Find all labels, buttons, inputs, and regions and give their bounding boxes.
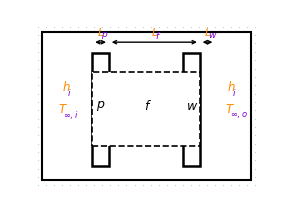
- Text: $p$: $p$: [101, 30, 108, 41]
- Text: $T$: $T$: [58, 103, 68, 116]
- Text: $∞,o$: $∞,o$: [230, 110, 248, 120]
- Text: $L$: $L$: [204, 26, 212, 38]
- Text: $∞,i$: $∞,i$: [63, 109, 78, 121]
- Text: $w$: $w$: [208, 31, 218, 40]
- Text: $p$: $p$: [96, 99, 105, 113]
- Text: $L$: $L$: [151, 26, 158, 38]
- Text: $i$: $i$: [232, 87, 237, 98]
- Bar: [183, 53, 200, 166]
- Text: $L$: $L$: [97, 26, 104, 38]
- Text: $w$: $w$: [186, 100, 198, 113]
- Text: $h$: $h$: [62, 80, 71, 94]
- Text: $f$: $f$: [155, 30, 161, 41]
- Text: $f$: $f$: [144, 99, 152, 113]
- Text: $h$: $h$: [227, 80, 236, 94]
- Text: $T$: $T$: [225, 103, 235, 116]
- Bar: [92, 53, 109, 166]
- Text: $i$: $i$: [67, 87, 72, 98]
- Bar: [92, 72, 200, 147]
